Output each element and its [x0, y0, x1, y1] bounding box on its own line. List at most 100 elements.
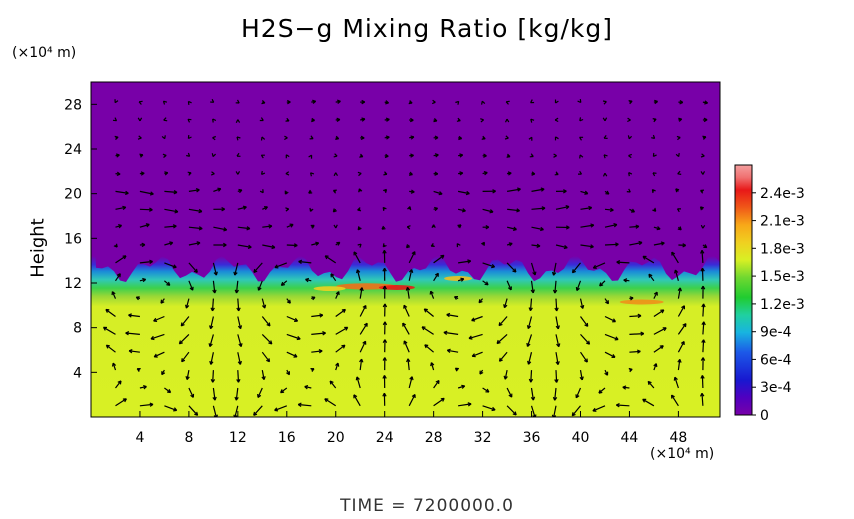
vector-arrow — [139, 208, 153, 211]
vector-arrow-head — [409, 117, 414, 123]
vector-arrow-head — [563, 244, 568, 250]
vector-arrow — [286, 351, 298, 358]
vector-arrow-head — [382, 267, 387, 272]
vector-arrow-head — [630, 208, 635, 213]
vector-arrow — [408, 394, 416, 407]
vector-arrow-head — [285, 171, 290, 176]
vector-arrow-head — [682, 323, 687, 328]
vector-arrow — [237, 316, 242, 329]
vector-arrow — [403, 304, 410, 317]
vector-arrow-head — [516, 187, 521, 192]
vector-arrow — [702, 339, 705, 353]
vector-arrow-head — [485, 224, 490, 230]
vector-arrow-head — [662, 327, 667, 332]
vector-arrow-head — [169, 241, 174, 246]
vector-arrow-head — [703, 244, 708, 249]
vector-arrow-head — [453, 296, 459, 300]
vector-arrow-head — [512, 268, 517, 273]
vector-arrow-head — [408, 269, 414, 273]
vector-arrow-head — [434, 206, 439, 212]
vector-arrow — [150, 333, 165, 340]
vector-arrow-head — [424, 344, 429, 349]
vector-arrow — [529, 298, 533, 311]
vector-arrow-head — [541, 206, 546, 211]
vector-arrow-head — [703, 117, 708, 123]
vector-arrow-head — [440, 254, 445, 259]
vector-arrow-head — [285, 207, 290, 212]
vector-arrow-head — [578, 170, 583, 175]
vector-arrow-head — [554, 307, 559, 312]
vector-arrow — [653, 242, 665, 246]
vector-arrow — [359, 322, 368, 335]
x-tick-label: 48 — [669, 430, 687, 446]
vector-arrow-head — [467, 259, 472, 264]
vector-arrow-head — [253, 268, 258, 273]
vector-arrow-head — [562, 189, 567, 194]
vector-arrow-head — [410, 135, 415, 140]
vector-arrow-head — [592, 264, 597, 269]
colorbar-tick-label: 1.2e-3 — [760, 297, 805, 313]
vector-arrow-head — [660, 241, 665, 246]
x-tick-label: 16 — [278, 430, 296, 446]
vector-arrow-head — [575, 394, 580, 399]
vector-arrow-head — [138, 100, 143, 105]
vector-arrow-head — [530, 289, 535, 294]
y-axis-unit-label: (×10⁴ m) — [12, 45, 77, 61]
vector-arrow — [257, 280, 263, 291]
vector-arrow-head — [614, 336, 619, 341]
vector-arrow-head — [233, 271, 238, 276]
vector-arrow-head — [253, 411, 258, 416]
vector-arrow-head — [209, 325, 214, 330]
vector-arrow-head — [382, 357, 387, 361]
vector-arrow-head — [286, 371, 290, 376]
vector-arrow — [188, 405, 199, 416]
vector-arrow-head — [653, 291, 658, 296]
vector-arrow-head — [659, 345, 664, 350]
vector-arrow — [106, 344, 116, 353]
vector-arrow-head — [402, 322, 407, 327]
vector-arrow-head — [677, 358, 682, 363]
vector-arrow-head — [135, 296, 140, 301]
vector-arrow-head — [284, 190, 289, 195]
vector-arrow-head — [446, 312, 451, 318]
vector-arrow — [407, 358, 410, 371]
vector-arrow-head — [209, 360, 214, 365]
vector-arrow — [433, 397, 445, 407]
vector-arrow-head — [471, 317, 476, 322]
vector-arrow — [555, 370, 558, 383]
vector-arrow-head — [674, 269, 679, 274]
vector-arrow-head — [555, 361, 560, 365]
vector-arrow — [604, 351, 616, 358]
vector-arrow-head — [140, 171, 145, 176]
vector-arrow-head — [434, 135, 439, 140]
vector-arrow — [359, 305, 367, 317]
vector-arrow-head — [194, 411, 199, 416]
vector-arrow — [237, 352, 241, 365]
vector-arrow-head — [456, 117, 461, 122]
vector-arrow-head — [289, 223, 294, 228]
vector-arrow — [408, 376, 413, 389]
vector-arrow-head — [208, 343, 213, 348]
vector-arrow-head — [700, 357, 706, 361]
vector-arrow-head — [609, 207, 614, 213]
vector-arrow-head — [357, 243, 362, 248]
vector-arrow-head — [124, 190, 129, 196]
vector-arrow — [237, 298, 240, 311]
vector-arrow-head — [161, 135, 166, 140]
vector-arrow-head — [322, 331, 326, 336]
vector-arrow — [458, 260, 471, 264]
vector-arrow-head — [554, 136, 559, 141]
vector-arrow — [164, 208, 179, 213]
vector-arrow-head — [363, 322, 368, 327]
y-tick-label: 8 — [73, 321, 82, 337]
vector-arrow-head — [553, 153, 557, 158]
vector-arrow-head — [382, 285, 387, 290]
vector-arrow-head — [361, 99, 366, 105]
vector-arrow-head — [528, 307, 533, 312]
vector-arrow — [329, 380, 337, 389]
vector-arrow-head — [185, 376, 190, 380]
vector-arrow-head — [361, 117, 366, 122]
vector-arrow — [212, 387, 216, 401]
vector-arrow-head — [571, 412, 576, 417]
